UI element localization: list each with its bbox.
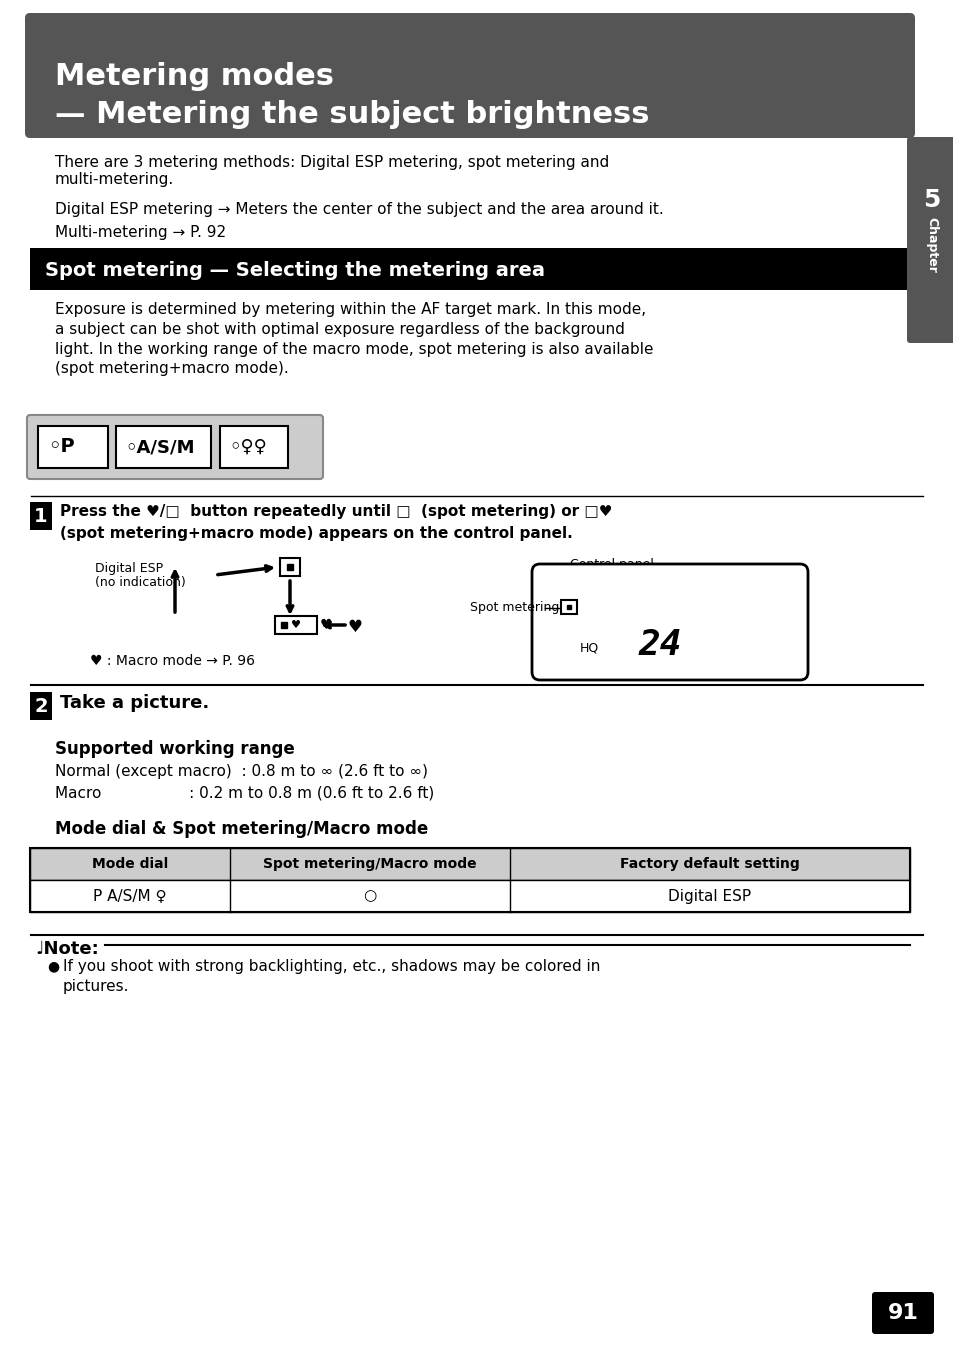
Text: Spot metering: Spot metering xyxy=(470,602,558,615)
Text: Mode dial: Mode dial xyxy=(91,857,168,871)
Bar xyxy=(30,692,52,720)
Text: Digital ESP metering → Meters the center of the subject and the area around it.: Digital ESP metering → Meters the center… xyxy=(55,202,663,217)
Text: ♩Note:: ♩Note: xyxy=(35,940,99,958)
Bar xyxy=(38,425,108,468)
Text: Supported working range: Supported working range xyxy=(55,740,294,758)
Text: Control panel: Control panel xyxy=(569,559,653,571)
Text: Chapter: Chapter xyxy=(924,217,938,273)
Text: Exposure is determined by metering within the AF target mark. In this mode,
a su: Exposure is determined by metering withi… xyxy=(55,302,653,377)
Text: ◦♀♀: ◦♀♀ xyxy=(229,437,267,456)
Bar xyxy=(30,880,909,913)
Text: ♥: ♥ xyxy=(319,618,333,633)
Text: 2: 2 xyxy=(34,696,48,716)
Text: Factory default setting: Factory default setting xyxy=(619,857,799,871)
Text: Normal (except macro)  : 0.8 m to ∞ (2.6 ft to ∞): Normal (except macro) : 0.8 m to ∞ (2.6 … xyxy=(55,765,428,779)
Text: Press the ♥/□  button repeatedly until □  (spot metering) or □♥: Press the ♥/□ button repeatedly until □ … xyxy=(60,503,612,520)
Text: Digital ESP: Digital ESP xyxy=(668,888,751,903)
Text: ♥: ♥ xyxy=(347,618,362,637)
Text: ♥: ♥ xyxy=(291,621,301,630)
Text: HQ: HQ xyxy=(579,642,598,654)
Text: ◦A/S/M: ◦A/S/M xyxy=(125,437,194,456)
Text: 91: 91 xyxy=(886,1303,918,1323)
Text: Take a picture.: Take a picture. xyxy=(60,695,209,712)
Text: 1: 1 xyxy=(34,506,48,525)
Bar xyxy=(220,425,288,468)
Bar xyxy=(30,248,909,289)
Text: Macro                  : 0.2 m to 0.8 m (0.6 ft to 2.6 ft): Macro : 0.2 m to 0.8 m (0.6 ft to 2.6 ft… xyxy=(55,785,434,800)
Bar xyxy=(280,559,299,576)
Text: Multi-metering → P. 92: Multi-metering → P. 92 xyxy=(55,225,226,240)
Bar xyxy=(30,502,52,530)
Text: Metering modes: Metering modes xyxy=(55,62,334,92)
Text: ♥ : Macro mode → P. 96: ♥ : Macro mode → P. 96 xyxy=(90,654,254,668)
Text: P A/S/M ♀: P A/S/M ♀ xyxy=(93,888,167,903)
Text: Spot metering/Macro mode: Spot metering/Macro mode xyxy=(263,857,476,871)
FancyBboxPatch shape xyxy=(906,137,953,343)
Bar xyxy=(30,848,909,880)
Text: Spot metering — Selecting the metering area: Spot metering — Selecting the metering a… xyxy=(45,261,544,280)
FancyBboxPatch shape xyxy=(27,415,323,479)
Text: ●: ● xyxy=(47,958,59,973)
Text: If you shoot with strong backlighting, etc., shadows may be colored in
pictures.: If you shoot with strong backlighting, e… xyxy=(63,958,599,993)
Bar xyxy=(274,616,316,634)
Text: Mode dial & Spot metering/Macro mode: Mode dial & Spot metering/Macro mode xyxy=(55,820,428,839)
Text: (spot metering+macro mode) appears on the control panel.: (spot metering+macro mode) appears on th… xyxy=(60,526,572,541)
Text: ◦P: ◦P xyxy=(48,437,74,456)
Text: ○: ○ xyxy=(363,888,376,903)
FancyBboxPatch shape xyxy=(871,1292,933,1334)
Text: (no indication): (no indication) xyxy=(95,576,186,590)
FancyBboxPatch shape xyxy=(25,13,914,139)
Text: — Metering the subject brightness: — Metering the subject brightness xyxy=(55,100,649,129)
Text: 5: 5 xyxy=(923,188,940,213)
Bar xyxy=(116,425,211,468)
Text: Digital ESP: Digital ESP xyxy=(95,563,163,575)
Bar xyxy=(560,600,577,614)
Text: There are 3 metering methods: Digital ESP metering, spot metering and
multi-mete: There are 3 metering methods: Digital ES… xyxy=(55,155,609,187)
Text: 24: 24 xyxy=(638,629,681,662)
FancyBboxPatch shape xyxy=(532,564,807,680)
Bar xyxy=(30,848,909,913)
